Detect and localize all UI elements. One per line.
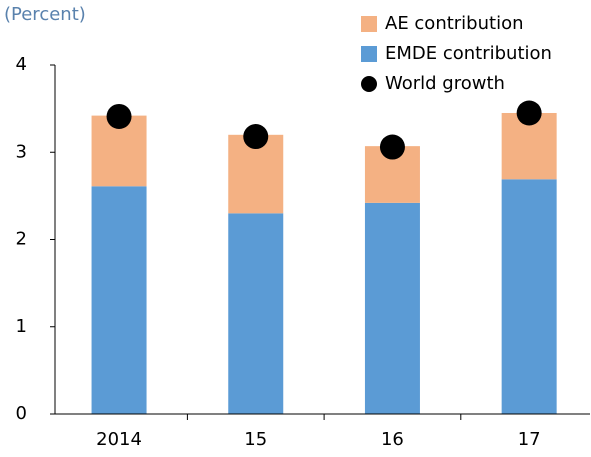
bar — [228, 213, 284, 414]
y-tick-label: 3 — [16, 141, 27, 162]
bar — [364, 202, 420, 414]
legend-swatch — [361, 16, 377, 32]
world-growth-dot — [243, 124, 269, 150]
world-growth-dot — [379, 134, 405, 160]
x-tick-label: 15 — [244, 429, 267, 450]
legend-label: EMDE contribution — [385, 43, 552, 64]
x-tick-label: 16 — [381, 429, 404, 450]
legend-label: World growth — [385, 73, 505, 94]
legend-swatch — [361, 46, 377, 62]
y-tick-label: 4 — [16, 54, 27, 75]
y-axis-label: (Percent) — [4, 4, 86, 25]
world-growth-dot — [516, 100, 542, 126]
legend-marker — [361, 76, 377, 92]
bar — [501, 179, 557, 414]
y-tick-label: 2 — [16, 229, 27, 250]
y-tick-label: 1 — [16, 316, 27, 337]
bar — [91, 186, 147, 414]
x-tick-label: 17 — [518, 429, 541, 450]
legend-label: AE contribution — [385, 13, 524, 34]
y-tick-label: 0 — [16, 403, 27, 424]
x-tick-label: 2014 — [96, 429, 142, 450]
world-growth-dot — [106, 103, 132, 129]
